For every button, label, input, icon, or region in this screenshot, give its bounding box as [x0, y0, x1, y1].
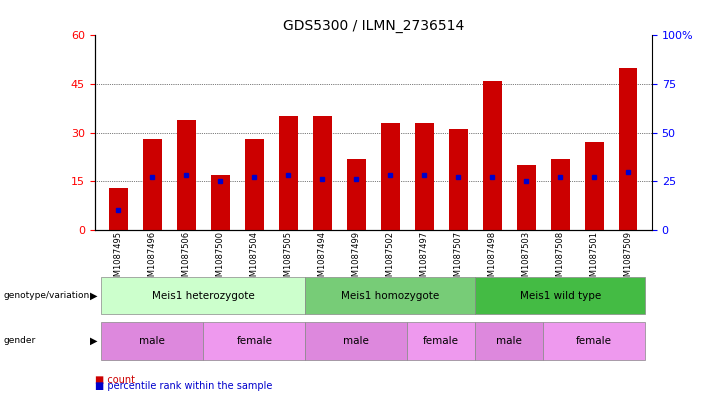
Text: ■ count: ■ count: [95, 375, 135, 385]
Text: gender: gender: [4, 336, 36, 345]
Bar: [347, 158, 366, 230]
Text: male: male: [139, 336, 165, 346]
Text: female: female: [236, 336, 273, 346]
Text: female: female: [576, 336, 612, 346]
Title: GDS5300 / ILMN_2736514: GDS5300 / ILMN_2736514: [283, 19, 464, 33]
Text: Meis1 heterozygote: Meis1 heterozygote: [152, 291, 254, 301]
Bar: [109, 188, 128, 230]
Text: male: male: [496, 336, 522, 346]
Bar: [313, 116, 332, 230]
Text: female: female: [423, 336, 459, 346]
Bar: [585, 142, 604, 230]
Bar: [551, 158, 569, 230]
Text: ▶: ▶: [90, 291, 97, 301]
Bar: [245, 139, 264, 230]
Bar: [279, 116, 298, 230]
Bar: [483, 81, 501, 230]
Bar: [381, 123, 400, 230]
Bar: [415, 123, 434, 230]
Text: genotype/variation: genotype/variation: [4, 291, 90, 300]
Text: Meis1 homozygote: Meis1 homozygote: [341, 291, 440, 301]
Bar: [143, 139, 162, 230]
Bar: [211, 175, 230, 230]
Bar: [619, 68, 637, 230]
Bar: [449, 129, 468, 230]
Text: ▶: ▶: [90, 336, 97, 346]
Bar: [517, 165, 536, 230]
Text: male: male: [343, 336, 369, 346]
Text: Meis1 wild type: Meis1 wild type: [519, 291, 601, 301]
Text: ■ percentile rank within the sample: ■ percentile rank within the sample: [95, 381, 272, 391]
Bar: [177, 119, 196, 230]
